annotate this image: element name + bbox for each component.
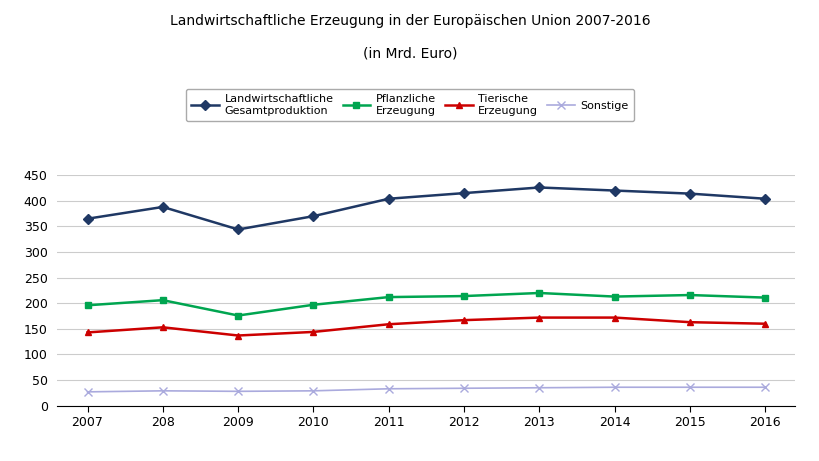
Landwirtschaftliche
Gesamtproduktion (233, 227, 242, 232)
Tierische
Erzeugung (684, 319, 694, 325)
Sonstige (459, 385, 468, 391)
Tierische
Erzeugung (308, 329, 318, 335)
Tierische
Erzeugung (759, 321, 769, 326)
Sonstige (308, 388, 318, 394)
Sonstige (684, 384, 694, 390)
Pflanzliche
Erzeugung (534, 290, 544, 296)
Pflanzliche
Erzeugung (609, 294, 619, 299)
Legend: Landwirtschaftliche
Gesamtproduktion, Pflanzliche
Erzeugung, Tierische
Erzeugung: Landwirtschaftliche Gesamtproduktion, Pf… (186, 89, 633, 121)
Sonstige (609, 384, 619, 390)
Tierische
Erzeugung (158, 325, 168, 330)
Pflanzliche
Erzeugung (158, 297, 168, 303)
Pflanzliche
Erzeugung (459, 293, 468, 299)
Line: Landwirtschaftliche
Gesamtproduktion: Landwirtschaftliche Gesamtproduktion (84, 184, 767, 233)
Pflanzliche
Erzeugung (759, 295, 769, 301)
Tierische
Erzeugung (383, 321, 393, 327)
Text: Landwirtschaftliche Erzeugung in der Europäischen Union 2007-2016: Landwirtschaftliche Erzeugung in der Eur… (170, 14, 649, 28)
Tierische
Erzeugung (534, 315, 544, 320)
Pflanzliche
Erzeugung (308, 302, 318, 307)
Landwirtschaftliche
Gesamtproduktion (158, 204, 168, 210)
Pflanzliche
Erzeugung (684, 292, 694, 298)
Text: (in Mrd. Euro): (in Mrd. Euro) (362, 46, 457, 60)
Landwirtschaftliche
Gesamtproduktion (684, 191, 694, 196)
Tierische
Erzeugung (233, 333, 242, 338)
Line: Sonstige: Sonstige (84, 383, 768, 396)
Sonstige (158, 388, 168, 394)
Sonstige (383, 386, 393, 391)
Tierische
Erzeugung (459, 317, 468, 323)
Tierische
Erzeugung (83, 330, 93, 335)
Landwirtschaftliche
Gesamtproduktion (534, 185, 544, 190)
Line: Tierische
Erzeugung: Tierische Erzeugung (84, 314, 767, 339)
Sonstige (233, 389, 242, 394)
Pflanzliche
Erzeugung (83, 302, 93, 308)
Landwirtschaftliche
Gesamtproduktion (383, 196, 393, 201)
Landwirtschaftliche
Gesamtproduktion (308, 213, 318, 219)
Tierische
Erzeugung (609, 315, 619, 320)
Pflanzliche
Erzeugung (233, 313, 242, 318)
Landwirtschaftliche
Gesamtproduktion (459, 190, 468, 196)
Landwirtschaftliche
Gesamtproduktion (759, 196, 769, 201)
Pflanzliche
Erzeugung (383, 294, 393, 300)
Sonstige (759, 384, 769, 390)
Landwirtschaftliche
Gesamtproduktion (609, 188, 619, 193)
Sonstige (83, 389, 93, 395)
Sonstige (534, 385, 544, 390)
Landwirtschaftliche
Gesamtproduktion (83, 216, 93, 221)
Line: Pflanzliche
Erzeugung: Pflanzliche Erzeugung (84, 290, 767, 319)
